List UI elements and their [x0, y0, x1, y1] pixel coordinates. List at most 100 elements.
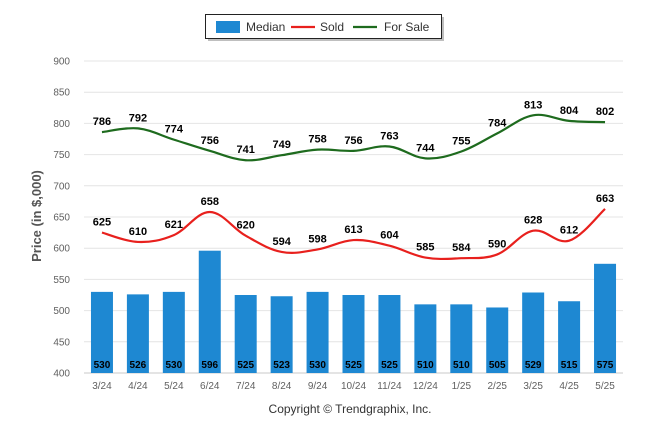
line-sold	[101, 208, 606, 261]
y-tick-550: 550	[53, 275, 70, 286]
y-tick-500: 500	[53, 306, 70, 317]
bar-median-6/24	[198, 250, 221, 373]
line-for-sale	[101, 113, 606, 162]
label-for-sale-3/25: 813	[524, 99, 542, 111]
x-tick-11/24: 11/24	[377, 381, 402, 392]
y-tick-650: 650	[53, 213, 70, 224]
label-sold-5/24: 621	[165, 219, 183, 231]
y-tick-450: 450	[53, 337, 70, 348]
label-for-sale-5/25: 802	[596, 106, 614, 118]
y-tick-850: 850	[53, 88, 70, 99]
label-for-sale-4/24: 792	[129, 112, 147, 124]
label-for-sale-11/24: 763	[380, 130, 398, 142]
x-tick-10/24: 10/24	[341, 381, 366, 392]
y-tick-800: 800	[53, 119, 70, 130]
label-for-sale-12/24: 744	[416, 142, 435, 154]
y-tick-750: 750	[53, 150, 70, 161]
bar-label-3/24: 530	[94, 360, 111, 371]
label-for-sale-7/24: 741	[237, 144, 255, 156]
label-sold-10/24: 613	[344, 224, 362, 236]
legend-swatch-median	[216, 21, 240, 33]
label-sold-3/24: 625	[93, 217, 111, 229]
label-sold-9/24: 598	[308, 233, 326, 245]
label-for-sale-2/25: 784	[488, 117, 507, 129]
copyright-text: Copyright © Trendgraphix, Inc.	[269, 402, 432, 416]
legend-label-for-sale: For Sale	[384, 20, 430, 34]
bar-median-3/24	[90, 291, 113, 373]
x-tick-3/25: 3/25	[523, 381, 543, 392]
y-axis-ticks: 400 450 500 550 600 650 700 750 800 850 900	[53, 57, 70, 380]
bar-label-8/24: 523	[273, 360, 290, 371]
bar-label-1/25: 510	[453, 360, 470, 371]
y-axis-label: Price (in $,000)	[29, 170, 44, 262]
x-tick-7/24: 7/24	[236, 381, 256, 392]
bar-label-3/25: 529	[525, 360, 542, 371]
bar-label-10/24: 525	[345, 360, 362, 371]
bar-label-7/24: 525	[237, 360, 254, 371]
bar-median-10/24	[342, 295, 365, 373]
median-bars: 530 526 530 596 525 523 530 525 525 510 510 505 529 5…	[90, 250, 617, 373]
bar-median-7/24	[234, 295, 257, 373]
bar-median-5/24	[162, 291, 185, 373]
x-tick-5/24: 5/24	[164, 381, 184, 392]
bar-label-9/24: 530	[309, 360, 326, 371]
label-for-sale-4/25: 804	[560, 105, 579, 117]
label-for-sale-9/24: 758	[308, 134, 326, 146]
bar-label-11/24: 525	[381, 360, 398, 371]
x-tick-9/24: 9/24	[308, 381, 328, 392]
label-for-sale-5/24: 774	[165, 124, 184, 136]
legend[interactable]: Median Sold For Sale	[205, 14, 445, 42]
bar-label-2/25: 505	[489, 360, 506, 371]
label-sold-12/24: 585	[416, 242, 434, 254]
y-tick-700: 700	[53, 181, 70, 192]
label-for-sale-10/24: 756	[344, 135, 362, 147]
x-tick-2/25: 2/25	[487, 381, 507, 392]
bar-label-12/24: 510	[417, 360, 434, 371]
y-tick-900: 900	[53, 57, 70, 68]
label-sold-8/24: 594	[272, 236, 291, 248]
bar-label-5/24: 530	[165, 360, 182, 371]
bar-label-5/25: 575	[597, 360, 614, 371]
bar-median-11/24	[378, 295, 401, 373]
legend-label-sold: Sold	[320, 20, 344, 34]
bar-label-6/24: 596	[201, 360, 218, 371]
label-sold-7/24: 620	[237, 220, 255, 232]
x-tick-8/24: 8/24	[272, 381, 292, 392]
label-sold-4/24: 610	[129, 226, 147, 238]
bar-median-12/24	[414, 304, 437, 373]
x-tick-5/25: 5/25	[595, 381, 615, 392]
bar-median-3/25	[522, 292, 545, 373]
bar-median-1/25	[450, 304, 473, 373]
bar-median-9/24	[306, 291, 329, 373]
label-for-sale-3/24: 786	[93, 116, 111, 128]
bar-label-4/25: 515	[561, 360, 578, 371]
bar-median-4/25	[558, 301, 581, 373]
label-for-sale-1/25: 755	[452, 135, 470, 147]
x-tick-3/24: 3/24	[92, 381, 112, 392]
label-for-sale-6/24: 756	[201, 135, 219, 147]
label-for-sale-8/24: 749	[272, 139, 290, 151]
label-sold-5/25: 663	[596, 193, 614, 205]
bar-median-8/24	[270, 296, 293, 373]
y-tick-400: 400	[53, 369, 70, 380]
x-tick-4/24: 4/24	[128, 381, 148, 392]
label-sold-2/25: 590	[488, 238, 506, 250]
bar-median-4/24	[126, 294, 149, 373]
legend-box	[205, 14, 442, 39]
label-sold-11/24: 604	[380, 230, 399, 242]
x-tick-12/24: 12/24	[413, 381, 438, 392]
x-tick-6/24: 6/24	[200, 381, 220, 392]
label-sold-3/25: 628	[524, 215, 542, 227]
label-sold-6/24: 658	[201, 196, 219, 208]
x-tick-4/25: 4/25	[559, 381, 579, 392]
x-axis-ticks: 3/24 4/24 5/24 6/24 7/24 8/24 9/24 10/24 11/24 12…	[92, 381, 615, 392]
line-series: 625 610 621 658 620 594 598 613 604 585 584 590 628 6…	[93, 99, 614, 261]
bar-label-4/24: 526	[130, 360, 147, 371]
bar-median-5/25	[594, 263, 617, 373]
label-sold-1/25: 584	[452, 242, 471, 254]
legend-label-median: Median	[246, 20, 285, 34]
x-tick-1/25: 1/25	[452, 381, 472, 392]
y-tick-600: 600	[53, 244, 70, 255]
